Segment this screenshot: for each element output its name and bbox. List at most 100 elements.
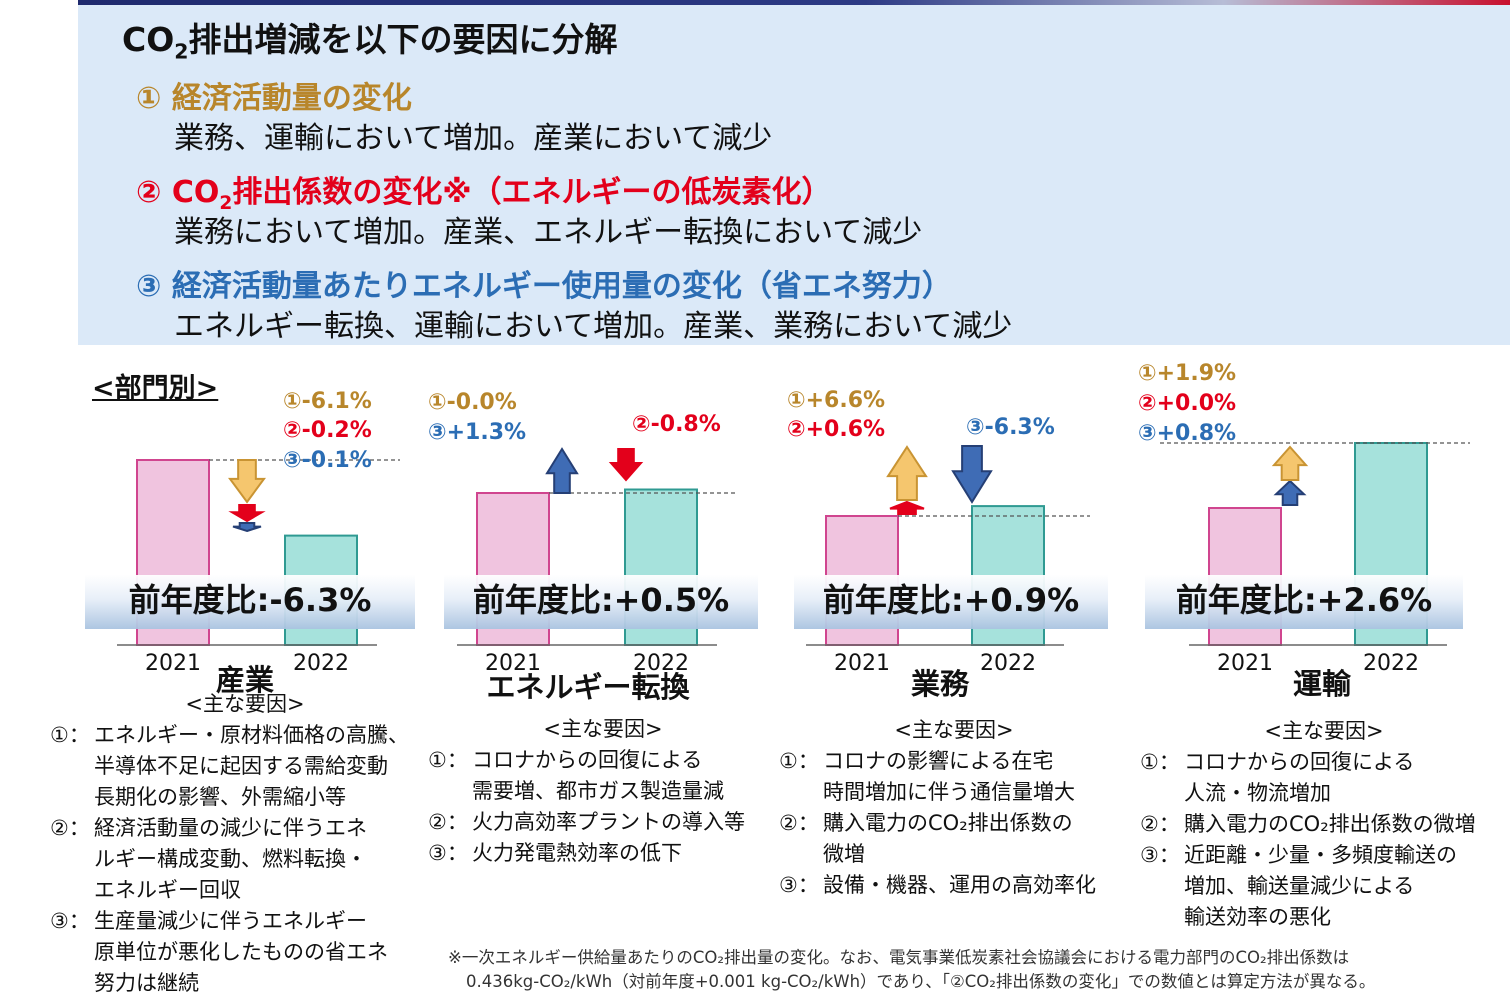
factor-label: ③-0.1% <box>283 448 372 473</box>
reasons-title: <主な要因> <box>1264 719 1384 743</box>
reason-item: ②： 火力高効率プラントの導入等 <box>428 807 778 838</box>
reason-number: ①： <box>50 723 90 747</box>
reason-item: ③： 生産量減少に伴うエネルギー 原単位が悪化したものの省エネ 努力は継続 <box>50 906 440 999</box>
reason-line: 火力高効率プラントの導入等 <box>472 810 745 834</box>
summary-title: CO2排出増減を以下の要因に分解 <box>122 20 618 64</box>
reasons-transport: <主な要因> ①： コロナからの回復による 人流・物流増加 ②： 購入電力のCO₂排出係数… <box>1140 716 1508 933</box>
yoy-band <box>444 575 758 629</box>
reasons-title: <主な要因> <box>185 692 305 716</box>
reasons-commercial: <主な要因> ①： コロナの影響による在宅 時間増加に伴う通信量増大 ②： 購入電力のCO… <box>779 715 1129 901</box>
yoy-band <box>794 575 1108 629</box>
reason-line: 生産量減少に伴うエネルギー <box>94 909 367 933</box>
year-label: 2021 <box>1217 651 1273 676</box>
factor-label: ③-6.3% <box>966 415 1055 440</box>
factor-2-arrow <box>608 448 644 482</box>
summary-panel: CO2排出増減を以下の要因に分解 ① 経済活動量の変化 業務、運輸において増加。… <box>78 5 1510 345</box>
yoy-label: 前年度比:+0.5% <box>473 581 729 619</box>
yoy-label: 前年度比:+2.6% <box>1176 581 1432 619</box>
factor-label: ②-0.2% <box>283 418 372 443</box>
section-heading-by-sector: <部門別> <box>92 373 219 404</box>
year-label: 2022 <box>633 651 689 676</box>
reason-line: 長期化の影響、外需縮小等 <box>94 785 346 809</box>
factor-2-arrow <box>889 500 925 515</box>
reason-line: 時間増加に伴う通信量増大 <box>823 780 1075 804</box>
year-label: 2022 <box>980 651 1036 676</box>
reason-item: ③： 火力発電熱効率の低下 <box>428 838 778 869</box>
reason-line: 半導体不足に起因する需給変動 <box>94 754 388 778</box>
factor-label: ①-0.0% <box>428 390 517 415</box>
factor-3-heading: ③ 経済活動量あたりエネルギー使用量の変化（省エネ努力） <box>136 269 952 304</box>
reason-item: ①： エネルギー・原材料価格の高騰、 半導体不足に起因する需給変動 長期化の影響、外需… <box>50 720 440 813</box>
year-label: 2022 <box>293 651 349 676</box>
reason-line: エネルギー回収 <box>94 878 241 902</box>
year-label: 2021 <box>834 651 890 676</box>
reason-line: 微増 <box>823 842 865 866</box>
factor-label: ①+6.6% <box>787 388 885 413</box>
reason-item: ③： 近距離・少量・多頻度輸送の 増加、輸送量減少による 輸送効率の悪化 <box>1140 840 1508 933</box>
reason-number: ①： <box>1140 750 1180 774</box>
reason-number: ①： <box>428 748 468 772</box>
factor-label: ②-0.8% <box>632 412 721 437</box>
sector-title: エネルギー転換 <box>486 670 690 704</box>
reason-number: ②： <box>779 811 819 835</box>
reason-number: ②： <box>1140 812 1180 836</box>
factor-3-arrow <box>951 445 993 504</box>
reason-line: 経済活動量の減少に伴うエネ <box>94 816 367 840</box>
reason-line: 購入電力のCO₂排出係数の微増 <box>1184 812 1476 836</box>
factor-label: ②+0.0% <box>1138 391 1236 416</box>
reason-number: ①： <box>779 749 819 773</box>
reason-item: ①： コロナからの回復による 人流・物流増加 <box>1140 747 1508 809</box>
factor-1-arrow <box>228 459 266 504</box>
reason-item: ①： コロナからの回復による 需要増、都市ガス製造量減 <box>428 745 778 807</box>
top-accent-bar <box>78 0 1510 5</box>
reason-number: ②： <box>428 810 468 834</box>
reason-item: ②：購入電力のCO₂排出係数の微増 <box>1140 809 1508 840</box>
reason-line: ルギー構成変動、燃料転換・ <box>94 847 367 871</box>
reason-number: ③： <box>50 909 90 933</box>
reason-line: 需要増、都市ガス製造量減 <box>472 779 724 803</box>
reason-line: 設備・機器、運用の高効率化 <box>823 873 1096 897</box>
sector-title: 業務 <box>911 667 970 701</box>
reason-line: コロナからの回復による <box>472 748 703 772</box>
reason-number: ②： <box>50 816 90 840</box>
reason-line: 輸送効率の悪化 <box>1184 905 1331 929</box>
reasons-title: <主な要因> <box>894 718 1014 742</box>
sector-title: 運輸 <box>1293 667 1352 701</box>
factor-3-text: エネルギー転換、運輸において増加。産業、業務において減少 <box>174 309 1013 344</box>
reasons-energy-conversion: <主な要因> ①： コロナからの回復による 需要増、都市ガス製造量減 ②： 火力高効率プラ… <box>428 714 778 869</box>
factor-3-arrow <box>545 447 579 494</box>
reason-item: ①： コロナの影響による在宅 時間増加に伴う通信量増大 <box>779 746 1129 808</box>
reason-item: ③： 設備・機器、運用の高効率化 <box>779 870 1129 901</box>
yoy-label: 前年度比:+0.9% <box>823 581 1079 619</box>
sector-title: 産業 <box>216 663 274 697</box>
reason-line: エネルギー・原材料価格の高騰、 <box>94 723 409 747</box>
reasons-industry: <主な要因> ①： エネルギー・原材料価格の高騰、 半導体不足に起因する需給変動 長期化… <box>50 689 440 999</box>
factor-2-heading: ② CO2排出係数の変化※（エネルギーの低炭素化） <box>136 175 832 214</box>
yoy-band <box>85 575 415 629</box>
reason-item: ②：購入電力のCO₂排出係数の微増 <box>779 808 1129 870</box>
reasons-title: <主な要因> <box>543 717 663 741</box>
footnote-line-1: ※一次エネルギー供給量あたりのCO₂排出量の変化。なお、電気事業低炭素社会協議会… <box>448 948 1350 967</box>
factor-1-heading: ① 経済活動量の変化 <box>136 81 412 116</box>
factor-1-arrow <box>886 445 928 501</box>
factor-1-arrow <box>1271 445 1309 481</box>
reason-number: ③： <box>1140 843 1180 867</box>
factor-1-text: 業務、運輸において増加。産業において減少 <box>174 121 773 156</box>
reason-number: ③： <box>779 873 819 897</box>
factor-label: ①+1.9% <box>1138 361 1236 386</box>
reason-line: 火力発電熱効率の低下 <box>472 841 682 865</box>
reason-line: コロナからの回復による <box>1184 750 1415 774</box>
factor-3-arrow <box>232 522 262 533</box>
factor-2-arrow <box>228 504 266 523</box>
reason-line: 増加、輸送量減少による <box>1184 874 1415 898</box>
footnote: ※一次エネルギー供給量あたりのCO₂排出量の変化。なお、電気事業低炭素社会協議会… <box>448 946 1508 994</box>
year-label: 2022 <box>1363 651 1419 676</box>
reason-line: 原単位が悪化したものの省エネ <box>94 940 388 964</box>
factor-label: ③+1.3% <box>428 420 526 445</box>
reason-item: ②： 経済活動量の減少に伴うエネ ルギー構成変動、燃料転換・ エネルギー回収 <box>50 813 440 906</box>
reason-line: 購入電力のCO₂排出係数の <box>823 811 1073 835</box>
footnote-line-2: 0.436kg-CO₂/kWh（対前年度+0.001 kg-CO₂/kWh）であ… <box>466 972 1376 991</box>
reason-line: 人流・物流増加 <box>1184 781 1331 805</box>
year-label: 2021 <box>145 651 201 676</box>
